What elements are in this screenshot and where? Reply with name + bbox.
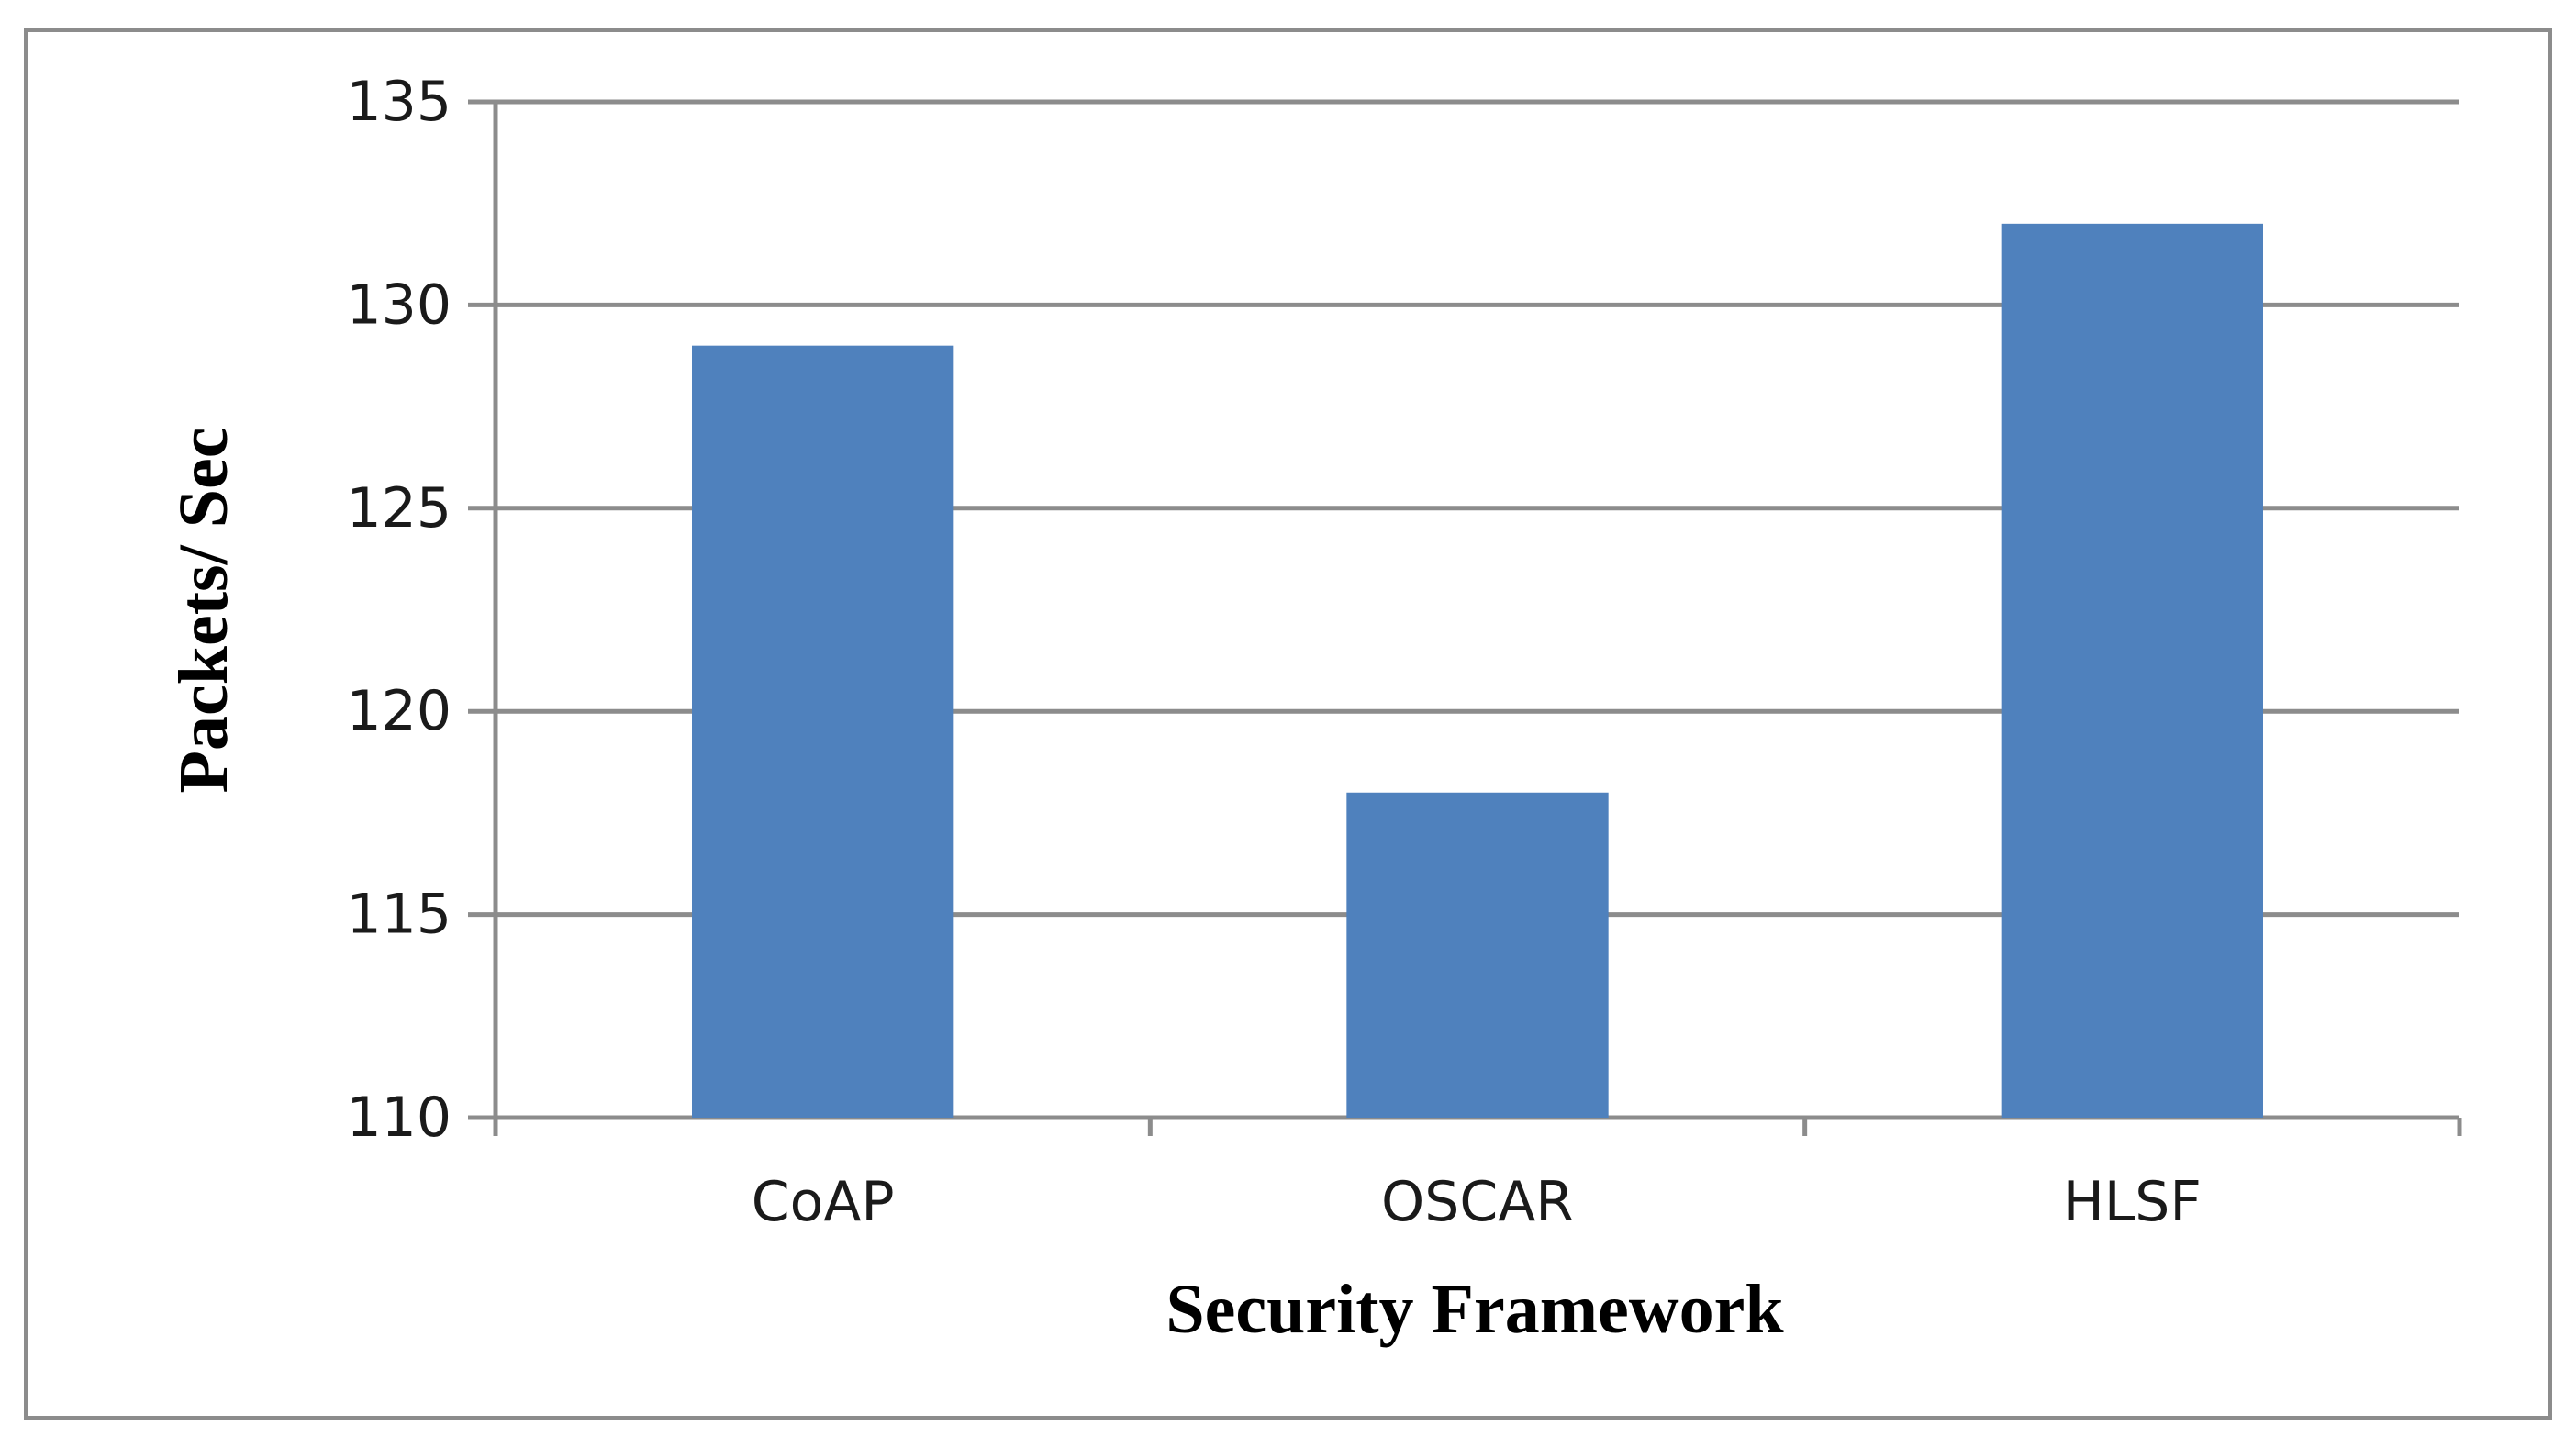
- x-tick-label-oscar: OSCAR: [1381, 1170, 1574, 1234]
- bar-hlsf: [2001, 223, 2263, 1119]
- x-tick-label-coap: CoAP: [752, 1170, 895, 1234]
- bar-coap: [692, 345, 954, 1118]
- x-axis-title: Security Framework: [1165, 1271, 1784, 1348]
- y-tick-label-120: 120: [346, 679, 452, 743]
- y-tick-label-110: 110: [346, 1086, 452, 1150]
- x-tick-labels: CoAP OSCAR HLSF: [752, 1170, 2202, 1234]
- x-tick-label-hlsf: HLSF: [2063, 1170, 2202, 1234]
- y-axis-title: Packets/ Sec: [165, 428, 242, 794]
- y-tick-label-125: 125: [346, 476, 452, 540]
- bars: [692, 223, 2263, 1119]
- bar-oscar: [1346, 792, 1609, 1118]
- y-tick-labels: 110 115 120 125 130 135: [346, 70, 452, 1150]
- y-tick-label-130: 130: [346, 273, 452, 337]
- y-tick-label-115: 115: [346, 883, 452, 947]
- y-tick-label-135: 135: [346, 70, 452, 134]
